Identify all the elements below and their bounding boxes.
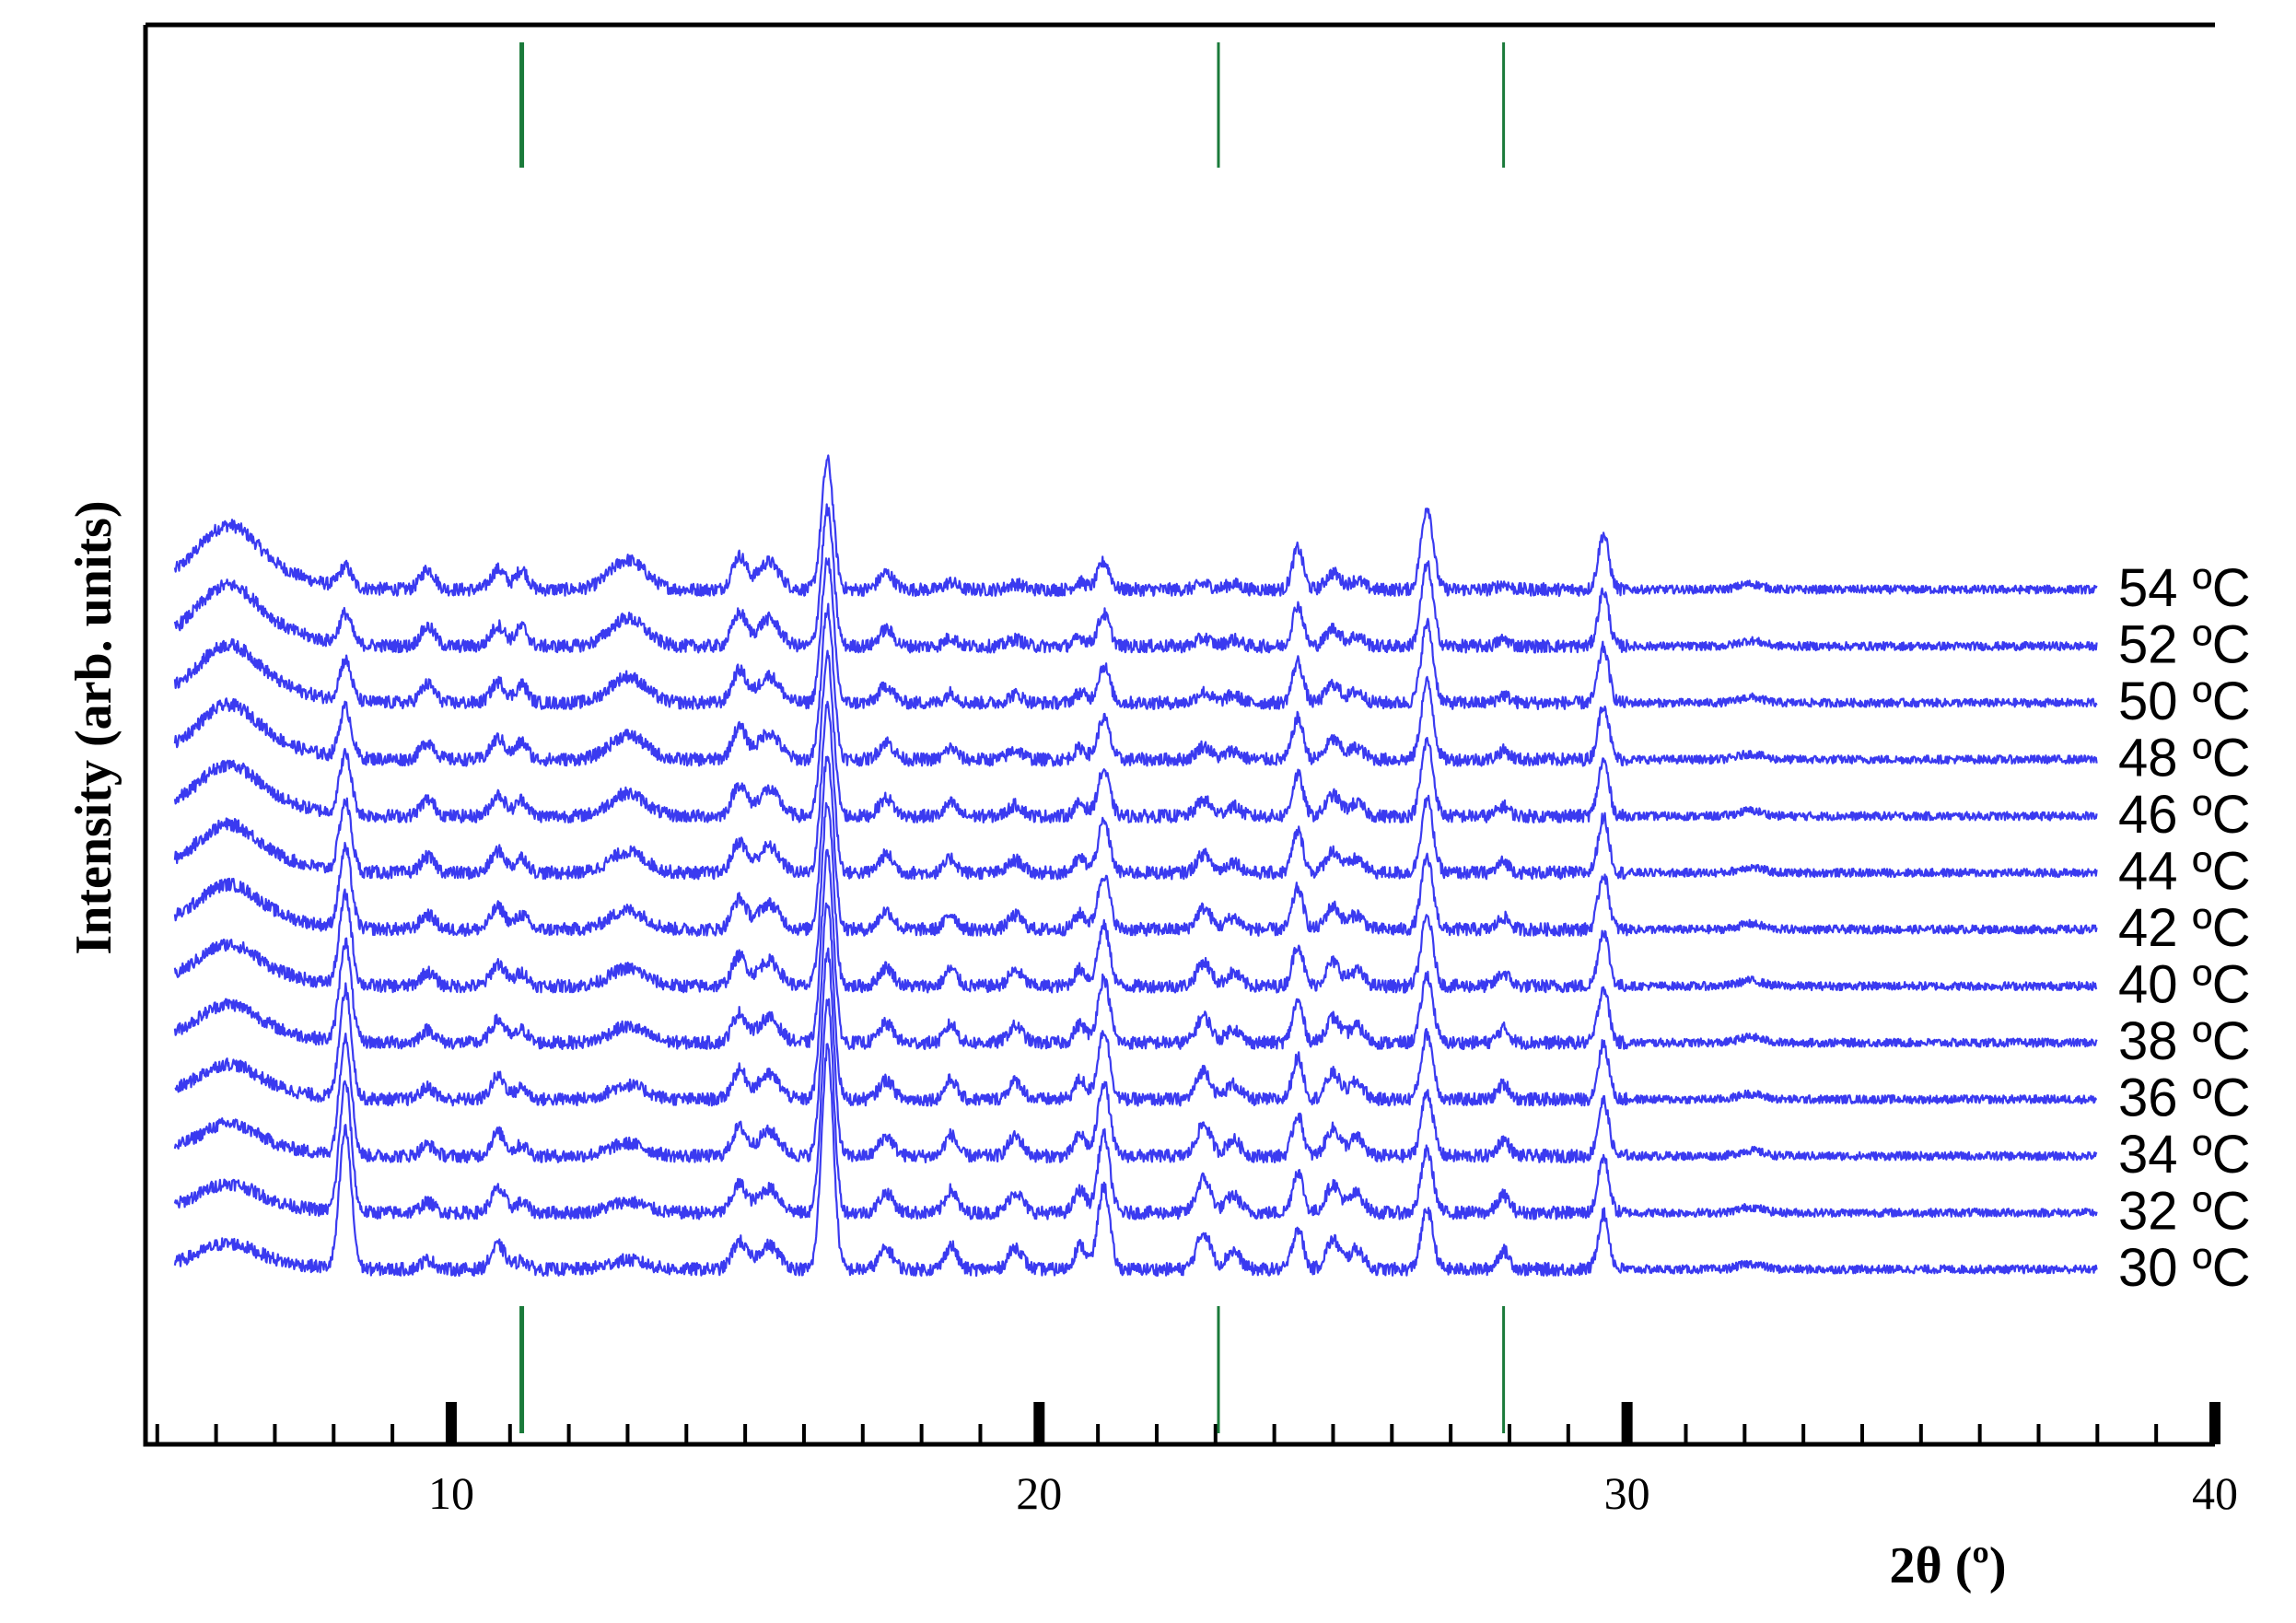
trace-44C <box>173 700 2098 881</box>
vertical-markers <box>519 42 1506 1433</box>
trace-48C <box>173 602 2098 767</box>
temperature-label: 40 ºC <box>2118 955 2251 1015</box>
x-tick-label: 20 <box>1016 1467 1062 1519</box>
temperature-label: 48 ºC <box>2118 729 2251 788</box>
traces <box>173 454 2098 1278</box>
x-tick-label: 30 <box>1604 1467 1650 1519</box>
axis-frame <box>143 22 2215 1447</box>
temperature-label: 46 ºC <box>2118 785 2251 845</box>
axes <box>143 22 2220 1447</box>
trace-34C <box>173 947 2098 1164</box>
trace-40C <box>173 801 2098 994</box>
y-axis-title: Intensity (arb. units) <box>65 500 122 954</box>
temperature-label: 42 ºC <box>2118 898 2251 958</box>
temperature-label: 32 ºC <box>2118 1182 2251 1242</box>
x-tick-label: 10 <box>428 1467 474 1519</box>
trace-52C <box>173 503 2098 654</box>
x-tick-label: 40 <box>2192 1467 2238 1519</box>
temperature-label: 30 ºC <box>2118 1238 2251 1298</box>
trace-32C <box>173 998 2098 1220</box>
trace-50C <box>173 557 2098 710</box>
trace-30C <box>173 1043 2098 1278</box>
temperature-label: 34 ºC <box>2118 1125 2251 1185</box>
temperature-label: 36 ºC <box>2118 1068 2251 1128</box>
temperature-label: 54 ºC <box>2118 558 2251 618</box>
trace-36C <box>174 902 2098 1107</box>
temperature-label: 38 ºC <box>2118 1011 2251 1071</box>
temperature-label: 50 ºC <box>2118 671 2251 731</box>
temperature-label: 44 ºC <box>2118 842 2251 902</box>
trace-54C <box>173 454 2098 598</box>
trace-42C <box>173 755 2098 937</box>
trace-46C <box>173 649 2098 824</box>
x-tick-labels: 10 20 30 40 <box>428 1467 2238 1519</box>
temperature-label: 52 ºC <box>2118 615 2251 675</box>
x-axis-title: 2θ (º) <box>1889 1537 2006 1594</box>
trace-38C <box>173 848 2098 1051</box>
